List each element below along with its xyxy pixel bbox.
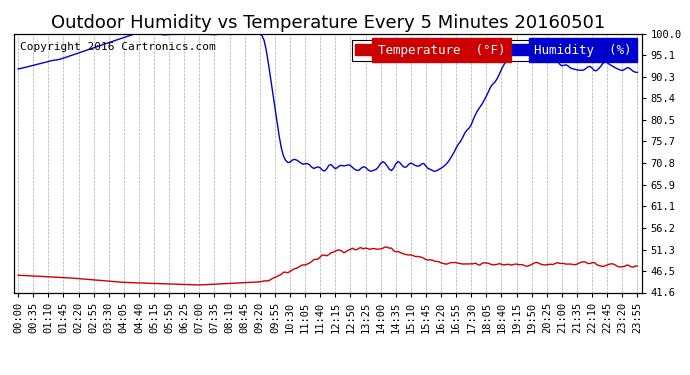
Legend: Temperature  (°F), Humidity  (%): Temperature (°F), Humidity (%) [352, 40, 635, 60]
Text: Copyright 2016 Cartronics.com: Copyright 2016 Cartronics.com [20, 42, 216, 51]
Title: Outdoor Humidity vs Temperature Every 5 Minutes 20160501: Outdoor Humidity vs Temperature Every 5 … [50, 14, 605, 32]
